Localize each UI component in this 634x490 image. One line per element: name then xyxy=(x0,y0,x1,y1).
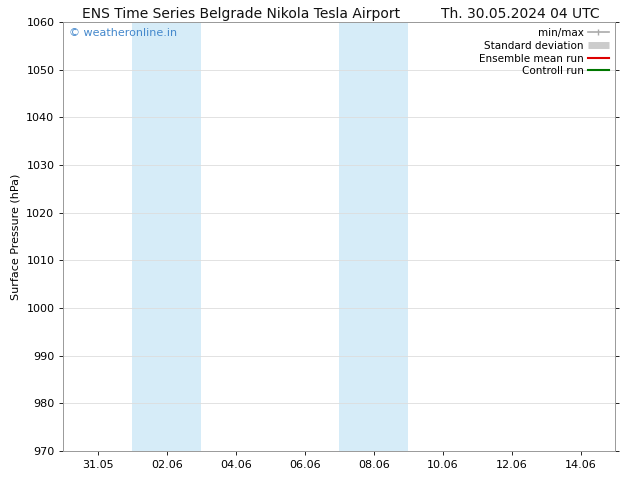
Legend: min/max, Standard deviation, Ensemble mean run, Controll run: min/max, Standard deviation, Ensemble me… xyxy=(476,25,612,79)
Y-axis label: Surface Pressure (hPa): Surface Pressure (hPa) xyxy=(11,173,21,299)
Text: ENS Time Series Belgrade Nikola Tesla Airport: ENS Time Series Belgrade Nikola Tesla Ai… xyxy=(82,7,400,22)
Bar xyxy=(339,22,408,451)
Bar xyxy=(133,22,202,451)
Text: © weatheronline.in: © weatheronline.in xyxy=(69,28,177,39)
Text: Th. 30.05.2024 04 UTC: Th. 30.05.2024 04 UTC xyxy=(441,7,599,22)
